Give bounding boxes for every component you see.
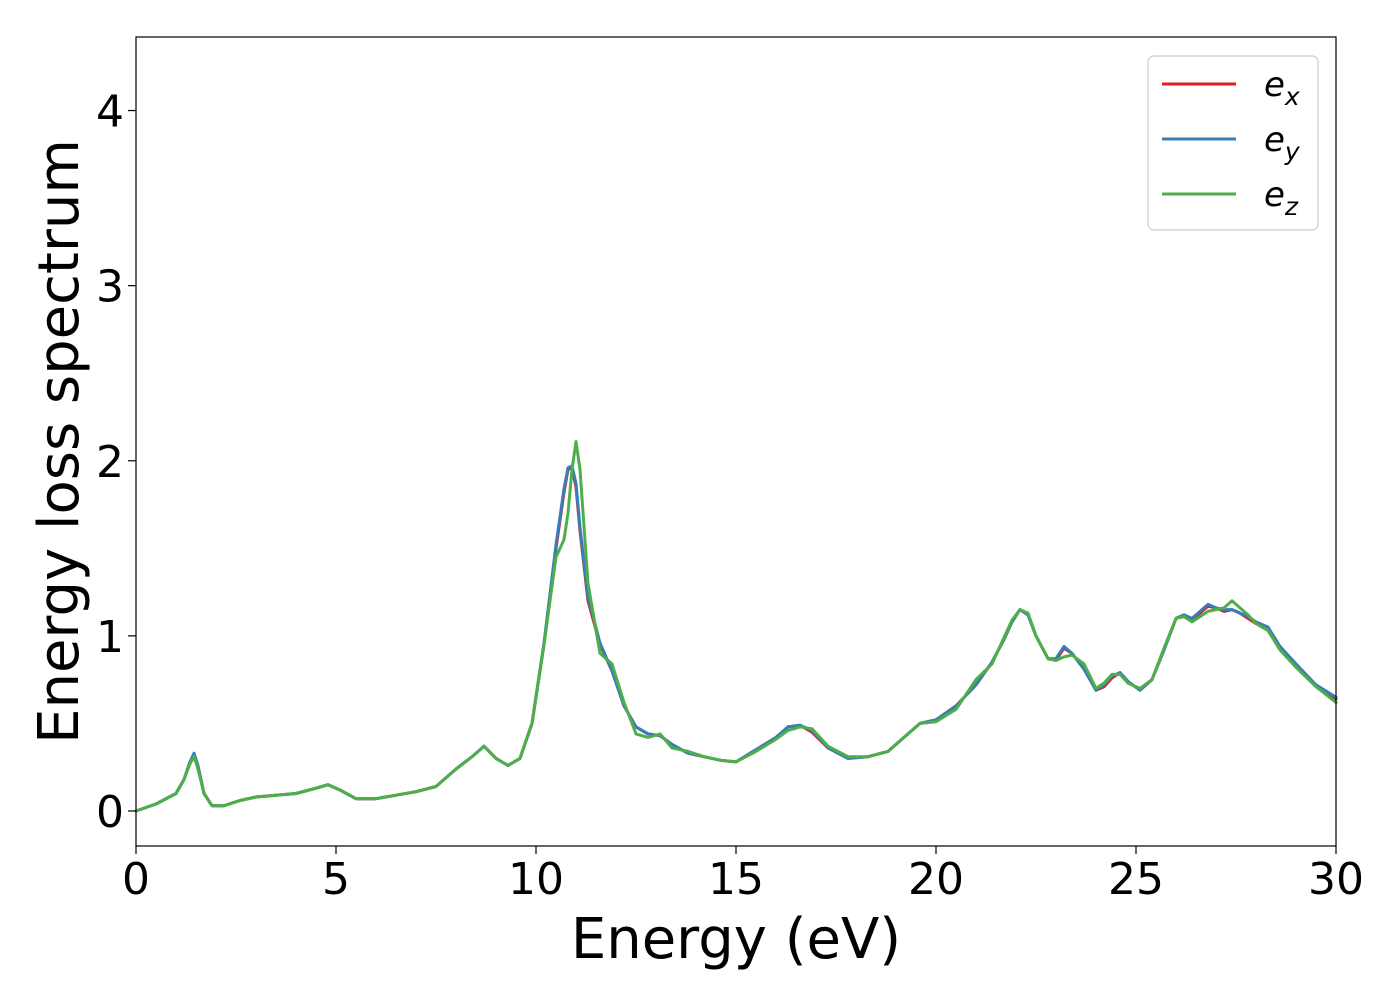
y-tick-label: 1 [96, 612, 124, 663]
y-tick-label: 0 [96, 787, 124, 838]
legend-box [1147, 55, 1319, 231]
series-lines [134, 440, 1338, 813]
legend: ex ey ez [1147, 55, 1319, 231]
series-line-e_x [134, 466, 1338, 813]
y-tick-label: 3 [96, 262, 124, 313]
x-tick-label: 15 [708, 854, 764, 905]
legend-label-e_x: ex [1264, 65, 1300, 111]
x-tick-label: 25 [1108, 854, 1164, 905]
x-tick-label: 20 [908, 854, 964, 905]
y-axis-label: Energy loss spectrum [27, 139, 92, 744]
x-tick-label: 0 [122, 854, 150, 905]
x-tick-label: 10 [508, 854, 564, 905]
y-tick-label: 4 [96, 87, 124, 138]
legend-label-e_z: ez [1264, 175, 1299, 221]
series-line-e_z [134, 440, 1338, 813]
axis-ticks: 0 5 10 15 20 25 30 0 1 2 3 4 [96, 87, 1364, 905]
y-tick-label: 2 [96, 437, 124, 488]
series-line-e_y [134, 464, 1338, 813]
x-axis-label: Energy (eV) [571, 907, 901, 972]
x-tick-label: 5 [322, 854, 350, 905]
legend-label-e_y: ey [1264, 120, 1301, 166]
x-tick-label: 30 [1308, 854, 1364, 905]
